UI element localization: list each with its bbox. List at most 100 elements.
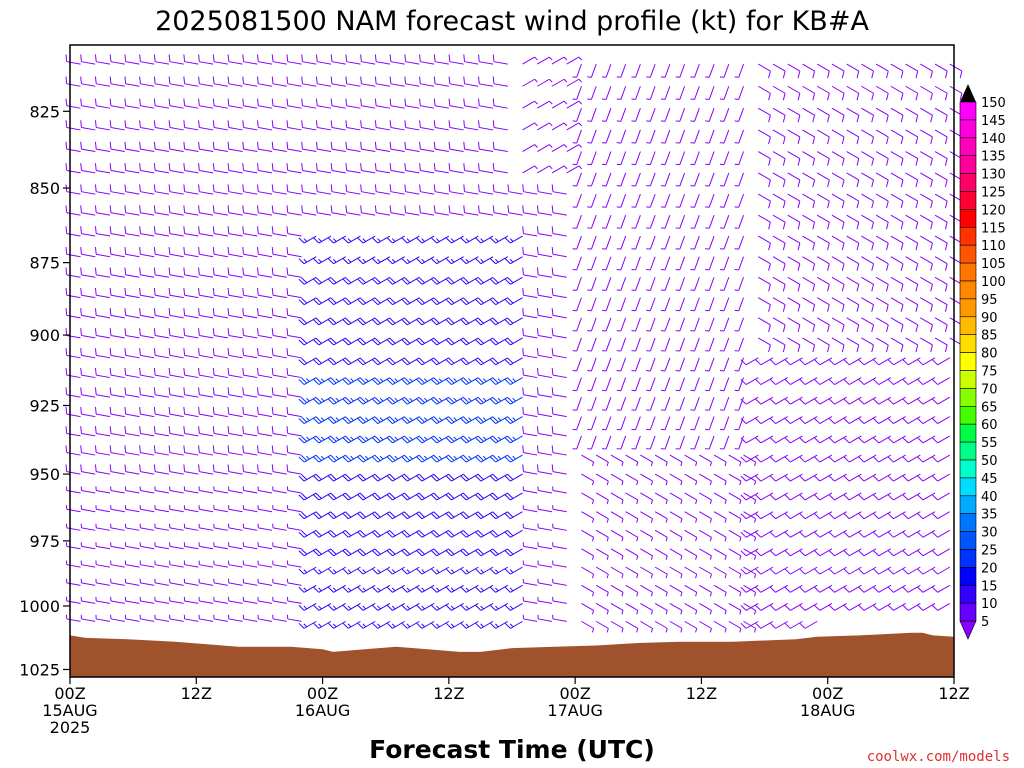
- wind-barb: [572, 193, 582, 208]
- wind-barb: [401, 566, 420, 575]
- wind-barb: [625, 529, 639, 542]
- wind-barb: [816, 151, 830, 166]
- wind-barb: [740, 435, 759, 444]
- wind-barb: [386, 492, 405, 501]
- wind-barb: [719, 235, 730, 250]
- wind-barb: [902, 566, 921, 575]
- wind-barb: [932, 548, 951, 557]
- wind-barb: [861, 297, 874, 312]
- wind-barb: [646, 435, 656, 450]
- wind-barb: [572, 151, 582, 166]
- wind-barb: [124, 367, 140, 379]
- wind-barb: [357, 416, 376, 425]
- wind-barb: [705, 357, 715, 372]
- legend-label: 60: [981, 418, 998, 433]
- wind-barb: [551, 406, 567, 418]
- wind-barb: [846, 297, 860, 312]
- wind-barb: [257, 184, 273, 195]
- wind-barb: [431, 454, 450, 463]
- wind-barb: [616, 416, 627, 431]
- wind-barb: [802, 256, 816, 271]
- wind-barb: [183, 505, 199, 513]
- wind-barb: [372, 584, 391, 593]
- wind-barb: [772, 107, 786, 123]
- wind-barb: [713, 473, 727, 486]
- legend-swatch: [959, 334, 977, 353]
- wind-barb: [404, 54, 420, 65]
- wind-barb: [522, 165, 538, 174]
- wind-barb: [271, 205, 287, 216]
- wind-barb: [401, 602, 420, 611]
- wind-barb: [301, 120, 317, 131]
- credit-text: coolwx.com/models: [867, 749, 1010, 765]
- wind-barb: [110, 614, 125, 622]
- y-tick-label: 950: [29, 465, 60, 484]
- wind-barb: [784, 416, 803, 425]
- wind-barb: [228, 505, 243, 513]
- wind-barb: [690, 86, 700, 100]
- wind-barb: [490, 620, 509, 629]
- wind-barb: [843, 416, 862, 425]
- wind-barb: [448, 163, 464, 174]
- wind-barb: [551, 328, 567, 339]
- wind-barb: [298, 584, 317, 593]
- wind-barb: [719, 416, 730, 431]
- wind-barb: [522, 205, 538, 216]
- wind-barb: [690, 435, 700, 450]
- wind-barb: [109, 120, 125, 131]
- legend-label: 50: [981, 454, 998, 469]
- wind-barb: [124, 426, 140, 437]
- wind-barb: [198, 542, 214, 550]
- wind-barb: [490, 566, 509, 575]
- legend-swatch: [959, 477, 977, 497]
- wind-barb: [80, 614, 96, 622]
- legend-label: 5: [981, 615, 989, 630]
- wind-barb: [660, 416, 671, 431]
- wind-barb: [758, 63, 771, 79]
- wind-barb: [431, 492, 450, 501]
- wind-barb: [699, 529, 712, 542]
- wind-barb: [342, 435, 361, 444]
- wind-barb: [816, 276, 830, 292]
- wind-barb: [802, 235, 816, 251]
- wind-barb: [286, 308, 302, 319]
- wind-barb: [342, 620, 361, 629]
- wind-barb: [690, 108, 700, 122]
- wind-barb: [153, 226, 170, 237]
- wind-barb: [758, 193, 771, 209]
- wind-barb: [610, 511, 624, 523]
- wind-barb: [139, 445, 155, 456]
- wind-barb: [522, 328, 538, 339]
- wind-barb: [504, 317, 523, 326]
- wind-barb: [770, 454, 788, 463]
- wind-barb: [65, 120, 81, 131]
- wind-barb: [537, 614, 553, 622]
- wind-barb: [183, 523, 199, 531]
- wind-barb: [920, 107, 933, 123]
- wind-barb: [587, 297, 597, 312]
- wind-barb: [198, 98, 214, 109]
- wind-barb: [490, 454, 509, 463]
- wind-barb: [551, 267, 567, 278]
- wind-barb: [587, 193, 597, 208]
- wind-barb: [139, 328, 155, 339]
- wind-barb: [65, 578, 81, 586]
- wind-barb: [858, 357, 877, 366]
- wind-barb: [448, 205, 464, 216]
- wind-barb: [153, 308, 170, 319]
- wind-barb: [504, 602, 523, 611]
- wind-barb: [431, 566, 450, 575]
- wind-barb: [831, 256, 845, 271]
- wind-barb: [755, 620, 774, 629]
- wind-barb: [536, 226, 553, 237]
- wind-barb: [168, 348, 184, 359]
- wind-barb: [431, 317, 450, 326]
- legend-swatch: [959, 441, 977, 461]
- wind-barb: [843, 529, 862, 538]
- wind-barb: [669, 492, 683, 505]
- wind-barb: [831, 337, 845, 353]
- wind-barb: [357, 584, 376, 593]
- wind-barb: [257, 596, 273, 604]
- wind-barb: [601, 277, 612, 291]
- wind-barb: [445, 511, 464, 520]
